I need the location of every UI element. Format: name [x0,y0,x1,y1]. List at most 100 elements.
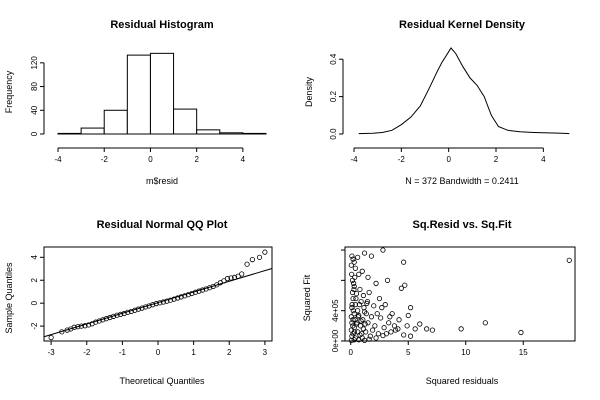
sq-point [348,262,354,268]
density-y-ticks: 0.0 0.2 0.4 [329,53,343,140]
sq-x-tick-label: 5 [406,348,411,357]
qq-point [196,288,202,294]
sq-point [351,286,357,293]
sq-point [351,329,358,335]
density-y-tick-label: 0.0 [329,128,338,140]
sq-point [351,283,357,290]
qq-point [221,278,227,284]
sq-point [355,254,361,260]
sq-point [368,253,375,259]
qq-point [157,300,163,306]
sq-point [351,280,357,286]
sq-points [348,247,572,343]
sq-point [361,337,368,343]
sq-point [407,333,414,339]
qq-point [249,257,256,263]
qq-points [48,249,268,341]
qq-point [132,307,138,313]
qq-point [192,289,199,295]
sq-point [357,323,364,329]
qq-point [182,293,188,299]
qq-point [103,316,109,322]
qq-point [167,297,174,303]
histogram-x-ticks: -4 -2 0 2 4 [54,148,246,164]
qq-x-ticks: -3 -2 -1 0 1 2 3 [48,341,268,357]
qq-point [96,318,102,324]
qq-y-tick-label: 0 [30,300,39,305]
density-x-tick-label: 2 [494,155,499,164]
qq-point [93,319,99,325]
sq-point [371,303,377,309]
qq-x-tick-label: -2 [83,348,91,357]
sq-point [366,289,372,296]
histogram-x-tick-label: 4 [241,155,246,164]
qq-point [239,271,245,277]
sq-point [458,326,464,332]
histogram-bar [57,132,82,135]
histogram-title: Residual Histogram [110,19,214,31]
histogram-x-label: m$resid [146,176,178,186]
sq-point [366,336,372,342]
qq-x-tick-label: 1 [191,348,196,357]
sq-point [353,295,359,302]
sq-point [398,285,404,291]
qq-point [78,323,85,329]
sq-plot-frame [344,246,576,342]
density-curve [358,47,570,135]
sq-point [373,335,379,341]
density-y-tick-label: 0.2 [329,90,338,102]
qq-point [121,310,127,317]
sq-point [391,323,398,329]
sq-point [356,337,362,343]
sq-point [367,333,373,339]
qq-point [189,290,195,297]
histogram-y-tick-label: 80 [30,82,39,91]
density-x-tick-label: 4 [541,155,546,164]
sq-point [357,286,363,293]
sq-point [360,292,366,299]
qq-point [48,334,54,341]
sq-point [360,317,366,323]
density-title: Residual Kernel Density [399,19,526,31]
qq-point [146,303,152,309]
sq-point [412,326,418,332]
qq-y-label: Sample Quantiles [4,262,14,334]
density-y-label: Density [304,76,314,107]
sq-point [359,331,365,337]
qq-point [142,304,149,310]
sq-point [363,311,369,317]
sq-point [407,305,414,311]
sq-y-label: Squared Fit [302,274,312,321]
sq-panel: Sq.Resid vs. Sq.Fit 0 5 10 15 0e+00 4e+05 Sq… [302,219,576,386]
qq-point [185,292,191,298]
sq-point [424,326,430,332]
qq-point [85,322,92,328]
qq-point [64,327,70,333]
sq-point [404,323,410,329]
histogram-panel: Residual Histogram -4 -2 0 2 4 0 40 80 120 m$re… [4,19,267,186]
qq-point [174,295,181,301]
qq-point [125,309,131,315]
sq-y-ticks: 0e+00 4e+05 [331,249,345,352]
qq-x-tick-label: -3 [48,348,56,357]
sq-y-tick-label: 0e+00 [331,329,340,352]
sq-point [429,327,435,333]
qq-point [160,299,166,305]
sq-point [365,274,371,280]
sq-y-tick-label: 4e+05 [331,299,340,322]
qq-point [235,273,241,279]
qq-point [82,323,88,329]
qq-x-tick-label: -1 [119,348,127,357]
histogram-bar [80,127,105,135]
sq-point [405,312,411,319]
qq-x-label: Theoretical Quantiles [119,376,205,386]
qq-point [100,317,106,323]
sq-point [349,271,355,277]
sq-point [373,280,379,286]
histogram-x-tick-label: -2 [101,155,109,164]
qq-panel: Residual Normal QQ Plot -3 -2 -1 0 1 2 3 -2 0 2 4… [4,219,273,386]
histogram-bar [126,54,151,135]
sq-point [396,317,402,323]
qq-y-tick-label: 2 [30,277,39,282]
